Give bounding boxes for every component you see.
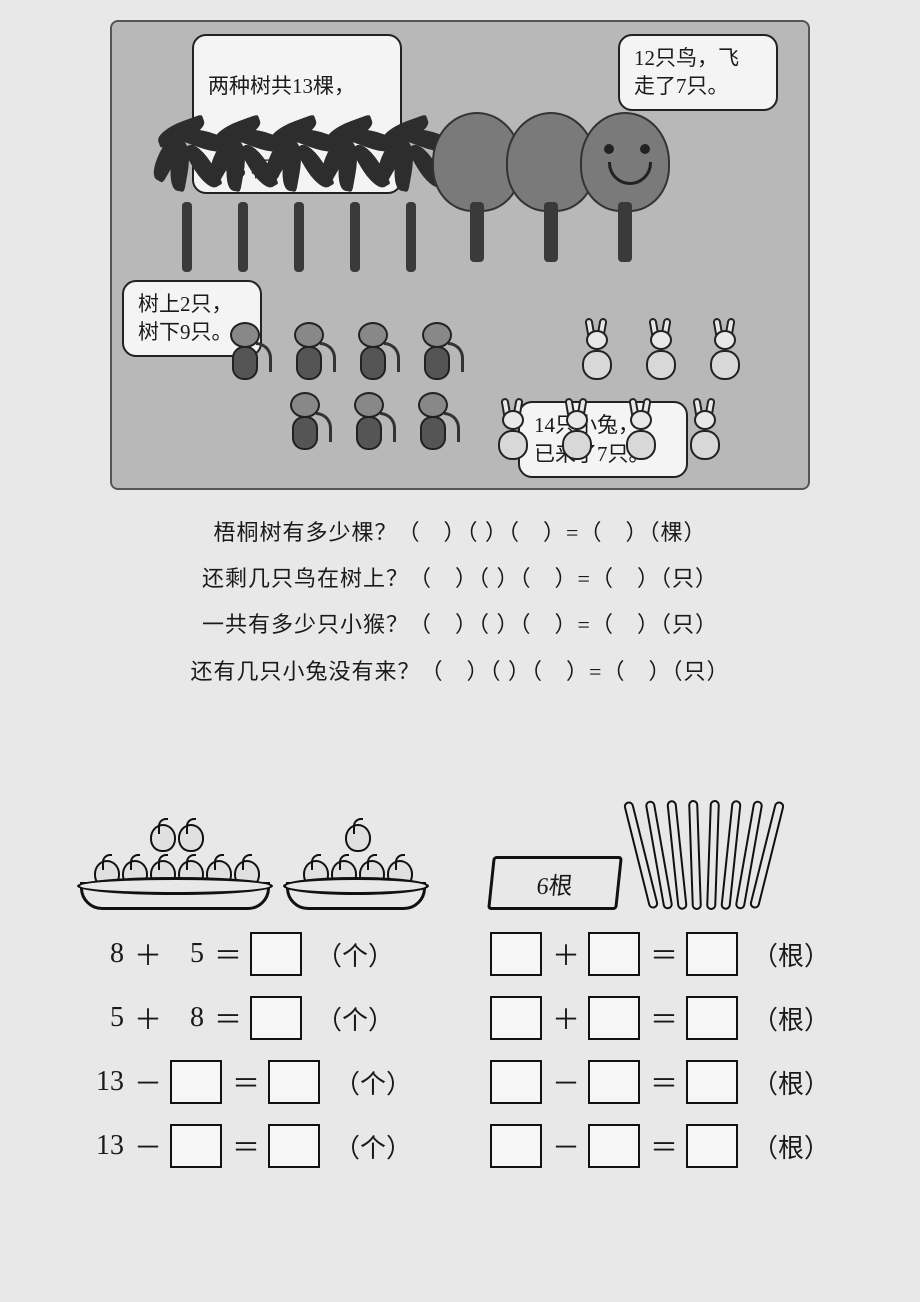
answer-box[interactable] <box>686 996 738 1040</box>
pears-column: 8 ＋ 5 ＝ （个） 5 ＋ 8 ＝ （个） 13 － ＝ （个） 13 － ＝ （个） <box>80 800 430 1188</box>
monkey-icon <box>350 322 396 380</box>
eq-operand: 5 <box>170 938 204 970</box>
rabbits-row-2 <box>490 402 728 460</box>
answer-box[interactable] <box>686 1124 738 1168</box>
question-3: 一共有多少只小猴？（ ）（ ）（ ）=（ ）（只） <box>0 602 920 648</box>
pear-plate-right <box>286 810 426 910</box>
rabbits-row-1 <box>574 322 748 380</box>
monkeys-row-2 <box>282 392 456 450</box>
eq-equals: ＝ <box>650 1062 676 1102</box>
equation-line: 13 － ＝ （个） <box>90 1060 430 1104</box>
rabbit-icon <box>574 322 620 380</box>
eq-equals: ＝ <box>214 998 240 1038</box>
answer-box[interactable] <box>588 996 640 1040</box>
monkey-icon <box>414 322 460 380</box>
answer-box[interactable] <box>588 1060 640 1104</box>
round-tree-icon <box>580 112 670 262</box>
answer-box[interactable] <box>588 932 640 976</box>
equation-line: 8 ＋ 5 ＝ （个） <box>90 932 430 976</box>
eq-unit: （根） <box>752 1000 830 1037</box>
rabbit-icon <box>618 402 664 460</box>
question-4: 还有几只小兔没有来？（ ）（ ）（ ）=（ ）（只） <box>0 649 920 695</box>
equation-line: 5 ＋ 8 ＝ （个） <box>90 996 430 1040</box>
book-box: 6根 <box>487 856 623 910</box>
eq-operand: 13 <box>90 1066 124 1098</box>
question-2: 还剩几只鸟在树上？（ ）（ ）（ ）=（ ）（只） <box>0 556 920 602</box>
speech-bubble-birds: 12只鸟，飞 走了7只。 <box>618 34 778 111</box>
eq-unit: （个） <box>334 1128 412 1165</box>
answer-box[interactable] <box>686 932 738 976</box>
scene-illustration: 两种树共13棵， 8 棵。 12只鸟，飞 走了7只。 树上2只， 树下9只。 1… <box>110 20 810 490</box>
eq-unit: （根） <box>752 1128 830 1165</box>
eq-unit: （个） <box>316 1000 394 1037</box>
rabbit-icon <box>554 402 600 460</box>
eq-equals: ＝ <box>232 1126 258 1166</box>
question-lines: 梧桐树有多少棵？（ ）（ ）（ ）=（ ）（棵） 还剩几只鸟在树上？（ ）（ ）… <box>0 510 920 695</box>
rabbit-icon <box>490 402 536 460</box>
equation-line: － ＝ （根） <box>490 1124 840 1168</box>
answer-box[interactable] <box>490 1060 542 1104</box>
monkeys-row-1 <box>222 322 460 380</box>
answer-box[interactable] <box>170 1124 222 1168</box>
pear-icon <box>176 818 202 852</box>
answer-box[interactable] <box>588 1124 640 1168</box>
eq-equals: ＝ <box>214 934 240 974</box>
sticks-picture: 6根 <box>490 800 840 910</box>
sticks-bundle <box>630 810 800 910</box>
answer-box[interactable] <box>490 932 542 976</box>
eq-operator: ＋ <box>134 934 160 974</box>
monkey-icon <box>282 392 328 450</box>
eq-operand: 8 <box>170 1002 204 1034</box>
rabbit-icon <box>638 322 684 380</box>
eq-operator: ＋ <box>552 998 578 1038</box>
eq-operator: － <box>134 1062 160 1102</box>
lower-exercise: 8 ＋ 5 ＝ （个） 5 ＋ 8 ＝ （个） 13 － ＝ （个） 13 － ＝ （个） 6根 ＋ ＝ （根） ＋ ＝ （… <box>80 800 840 1188</box>
equation-line: ＋ ＝ （根） <box>490 932 840 976</box>
bubble-trees-line1: 两种树共13棵， <box>208 74 355 98</box>
eq-operator: ＋ <box>552 934 578 974</box>
equation-line: 13 － ＝ （个） <box>90 1124 430 1168</box>
equation-line: ＋ ＝ （根） <box>490 996 840 1040</box>
eq-equals: ＝ <box>650 1126 676 1166</box>
monkey-icon <box>410 392 456 450</box>
eq-operator: － <box>552 1126 578 1166</box>
pears-picture <box>80 800 430 910</box>
eq-operator: － <box>552 1062 578 1102</box>
stick-icon <box>706 800 720 910</box>
eq-equals: ＝ <box>232 1062 258 1102</box>
answer-box[interactable] <box>686 1060 738 1104</box>
eq-operand: 8 <box>90 938 124 970</box>
answer-box[interactable] <box>268 1124 320 1168</box>
eq-operator: － <box>134 1126 160 1166</box>
eq-operand: 5 <box>90 1002 124 1034</box>
pear-icon <box>343 818 369 852</box>
monkey-icon <box>346 392 392 450</box>
equation-line: － ＝ （根） <box>490 1060 840 1104</box>
answer-box[interactable] <box>490 996 542 1040</box>
question-1: 梧桐树有多少棵？（ ）（ ）（ ）=（ ）（棵） <box>0 510 920 556</box>
eq-equals: ＝ <box>650 934 676 974</box>
pear-icon <box>148 818 174 852</box>
eq-operand: 13 <box>90 1130 124 1162</box>
eq-unit: （根） <box>752 1064 830 1101</box>
monkey-icon <box>286 322 332 380</box>
answer-box[interactable] <box>490 1124 542 1168</box>
eq-unit: （个） <box>334 1064 412 1101</box>
eq-unit: （个） <box>316 936 394 973</box>
pear-plate-left <box>80 810 270 910</box>
monkey-icon <box>222 322 268 380</box>
stick-icon <box>688 800 702 910</box>
answer-box[interactable] <box>268 1060 320 1104</box>
answer-box[interactable] <box>250 996 302 1040</box>
eq-operator: ＋ <box>134 998 160 1038</box>
sticks-column: 6根 ＋ ＝ （根） ＋ ＝ （根） － ＝ （根） － ＝ （根） <box>490 800 840 1188</box>
eq-unit: （根） <box>752 936 830 973</box>
answer-box[interactable] <box>170 1060 222 1104</box>
rabbit-icon <box>682 402 728 460</box>
rabbit-icon <box>702 322 748 380</box>
tree-row <box>152 112 752 292</box>
answer-box[interactable] <box>250 932 302 976</box>
eq-equals: ＝ <box>650 998 676 1038</box>
